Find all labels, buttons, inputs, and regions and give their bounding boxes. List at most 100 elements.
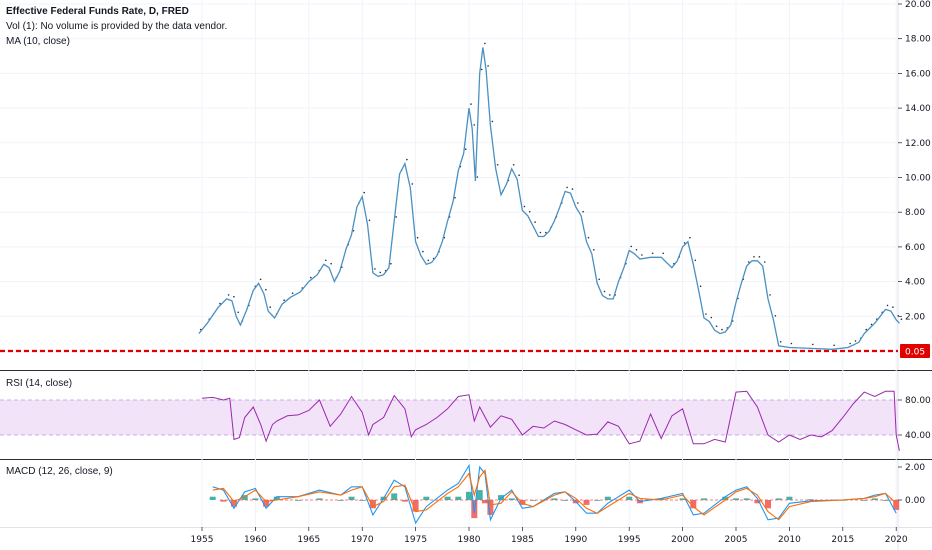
price-dot [651,252,654,255]
price-dot [582,210,584,213]
price-dot [779,341,782,343]
time-tick-label: 2015 [831,535,854,545]
price-dot [473,124,476,126]
last-price-label-box [900,344,930,358]
price-tick-label: 10.00 [905,174,931,184]
time-tick-label: 1960 [244,535,267,545]
price-dot [641,254,643,256]
price-dot [390,262,392,265]
time-tick-label: 1995 [618,535,641,545]
price-dot [237,311,239,314]
volume-legend[interactable]: Vol (1): No volume is provided by the da… [6,21,228,32]
rsi-tick-label: 80.00 [905,396,931,406]
price-dot [422,250,424,253]
price-tick-label: 12.00 [905,139,931,149]
price-dot [545,231,547,234]
macd-axis[interactable]: 2.00 0.00 [898,463,925,506]
price-dot [763,261,766,263]
rsi-overbought-oversold-band [0,400,898,435]
last-price-label: 0.05 [905,348,925,358]
signal-line [212,468,897,521]
macd-histogram-bar [551,498,558,500]
price-dot [900,318,903,321]
macd-histogram-bar [455,496,462,500]
price-dot [269,306,272,308]
macd-histogram-bar [401,500,408,502]
macd-histogram-bar [658,498,665,500]
price-dot [406,158,408,161]
macd-histogram-bar [690,500,697,509]
price-dot [330,262,332,265]
price-dot [464,148,467,150]
price-dot [227,294,230,296]
price-dot [747,261,750,263]
price-dot [849,342,851,345]
price-dot [790,342,793,345]
price-dot [528,210,531,213]
macd-histogram-bar [295,500,302,501]
price-dot [705,313,707,315]
price-dot [265,288,267,291]
macd-histogram-bar [391,493,398,500]
time-tick-label: 1985 [511,535,534,545]
price-dot [379,271,382,274]
price-tick-label: 18.00 [905,35,931,45]
price-dot [833,344,835,347]
macd-histogram-bar [252,498,259,500]
macd-histogram [209,490,900,519]
macd-histogram-bar [626,496,633,500]
price-dot [470,103,472,105]
ma-legend[interactable]: MA (10, close) [6,36,70,47]
price-dot [454,197,456,199]
macd-histogram-bar [530,500,537,501]
price-dot [325,259,327,262]
price-tick-label: 20.00 [905,0,931,10]
price-dot [259,278,262,281]
price-axis[interactable]: 20.00 18.00 16.00 14.00 12.00 10.00 8.00 6.00 4.… [898,0,931,322]
price-dot [769,294,771,296]
price-dot [683,242,686,244]
price-tick-label: 6.00 [905,243,925,253]
macd-histogram-bar [775,498,782,500]
price-tick-label: 16.00 [905,69,931,79]
price-dot [721,328,723,331]
price-tick-label: 8.00 [905,208,925,218]
price-dot [566,186,568,189]
rsi-tick-label: 40.00 [905,431,931,441]
symbol-title[interactable]: Effective Federal Funds Rate, D, FRED [6,6,189,17]
price-dot [609,294,611,296]
time-axis[interactable]: 1955 1960 1965 1970 1975 1980 1985 1990 1995 2000… [191,527,908,545]
macd-histogram-bar [604,496,611,500]
rsi-axis[interactable]: 80.00 40.00 [898,396,931,441]
price-dot [496,164,499,166]
price-dot [480,68,483,71]
time-tick-label: 2000 [671,535,694,545]
time-tick-label: 1975 [404,535,427,545]
macd-line [212,463,897,525]
price-dot [534,221,536,223]
macd-histogram-bar [733,498,739,500]
price-dot [363,191,366,194]
price-dot [710,316,713,319]
macd-histogram-bar [679,498,686,500]
macd-legend[interactable]: MACD (12, 26, close, 9) [6,466,113,477]
macd-histogram-bar [754,500,761,504]
rsi-legend[interactable]: RSI (14, close) [6,378,73,389]
price-dot [758,255,761,258]
price-dot [630,245,632,248]
ma-line [198,47,900,350]
macd-histogram-bar [369,500,376,509]
time-tick-label: 1980 [458,535,481,545]
price-tick-label: 4.00 [905,278,925,288]
price-dot [512,164,515,166]
price-dot [699,285,702,288]
macd-histogram-bar [583,500,590,505]
price-dot [587,236,590,239]
price-dots [200,42,903,347]
macd-histogram-bar [893,500,900,510]
price-dot [484,42,486,45]
price-dot [812,343,814,346]
price-tick-label: 2.00 [905,312,925,322]
